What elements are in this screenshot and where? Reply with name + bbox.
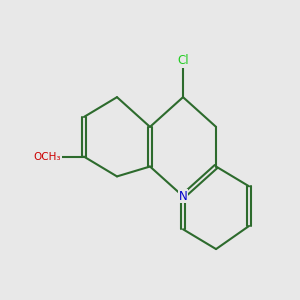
Text: N: N bbox=[178, 190, 188, 203]
Text: O: O bbox=[51, 150, 61, 163]
Text: OCH₃: OCH₃ bbox=[34, 152, 61, 162]
Text: Cl: Cl bbox=[177, 54, 189, 67]
Text: N: N bbox=[178, 190, 188, 203]
